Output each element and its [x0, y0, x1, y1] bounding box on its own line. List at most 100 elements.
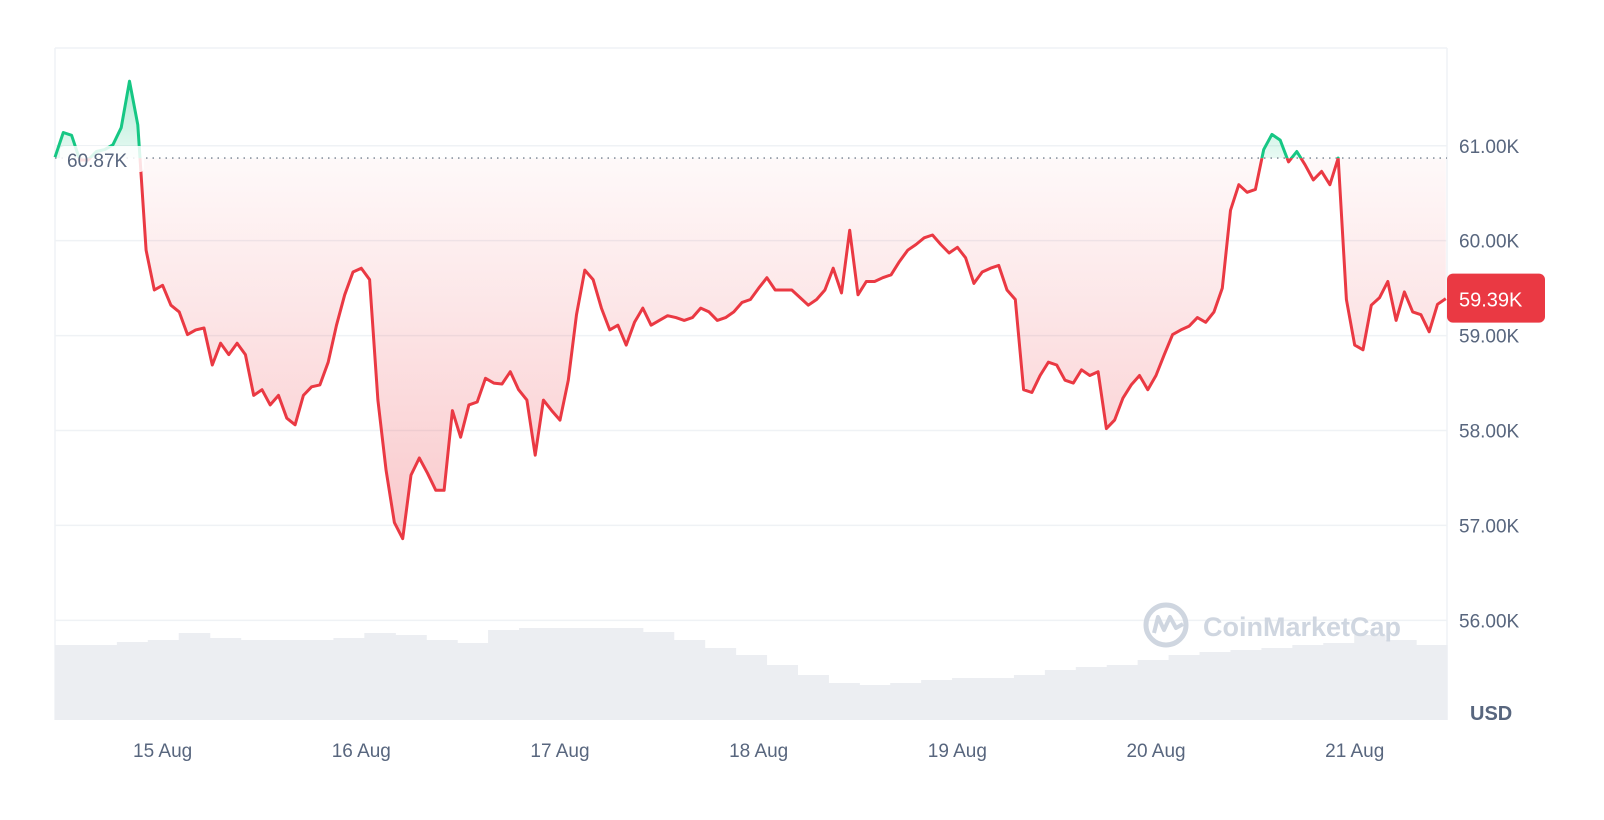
- price-point: [1195, 316, 1199, 320]
- volume-bar: [1230, 650, 1262, 720]
- watermark-text: CoinMarketCap: [1203, 612, 1401, 642]
- price-point: [483, 376, 487, 380]
- x-tick-label: 15 Aug: [133, 741, 192, 762]
- volume-bar: [1075, 667, 1108, 720]
- price-point: [541, 398, 545, 402]
- price-point: [434, 488, 438, 492]
- price-point: [401, 537, 405, 541]
- price-point: [1137, 373, 1141, 377]
- price-point: [566, 378, 570, 382]
- price-point: [1022, 388, 1026, 392]
- volume-bar: [1292, 645, 1324, 720]
- price-point: [575, 313, 579, 317]
- price-point: [310, 385, 314, 389]
- price-point: [1121, 396, 1125, 400]
- price-point: [616, 323, 620, 327]
- price-point: [1419, 313, 1423, 317]
- price-point: [1146, 388, 1150, 392]
- price-point: [409, 473, 413, 477]
- volume-bar: [1106, 665, 1139, 720]
- volume-bar: [673, 640, 706, 720]
- volume-bar: [364, 633, 396, 720]
- x-tick-label: 20 Aug: [1126, 741, 1185, 762]
- price-point: [1055, 363, 1059, 367]
- price-point: [608, 328, 612, 332]
- volume-bar: [797, 675, 829, 720]
- price-point: [268, 403, 272, 407]
- price-point: [765, 276, 769, 280]
- volume-bar: [1137, 660, 1170, 720]
- price-point: [1336, 156, 1340, 160]
- price-point: [906, 248, 910, 252]
- price-point: [931, 233, 935, 237]
- price-point: [624, 343, 628, 347]
- volume-bar: [611, 628, 644, 720]
- price-point: [1394, 318, 1398, 322]
- volume-bar: [921, 680, 953, 720]
- volume-bar: [1013, 675, 1046, 720]
- price-point: [790, 288, 794, 292]
- price-point: [376, 398, 380, 402]
- price-point: [707, 310, 711, 314]
- price-point: [1270, 132, 1274, 136]
- price-point: [732, 310, 736, 314]
- price-point: [997, 263, 1001, 267]
- price-point: [649, 323, 653, 327]
- price-point: [1113, 418, 1117, 422]
- x-tick-label: 17 Aug: [530, 741, 589, 762]
- price-point: [1286, 160, 1290, 164]
- price-point: [392, 521, 396, 525]
- volume-bar: [147, 640, 180, 720]
- price-point: [798, 296, 802, 300]
- y-tick-label: 60.00K: [1459, 232, 1520, 253]
- price-point: [334, 323, 338, 327]
- y-tick-label: 58.00K: [1459, 422, 1520, 443]
- price-point: [1245, 190, 1249, 194]
- volume-bar: [828, 683, 860, 720]
- volume-bar: [55, 645, 87, 720]
- x-tick-label: 16 Aug: [332, 741, 391, 762]
- price-point: [1204, 320, 1208, 324]
- price-point: [922, 236, 926, 240]
- price-point: [1005, 288, 1009, 292]
- volume-bar: [1044, 670, 1077, 720]
- y-tick-label: 56.00K: [1459, 611, 1520, 632]
- price-point: [674, 316, 678, 320]
- volume-bar: [519, 628, 551, 720]
- price-point: [1328, 183, 1332, 187]
- coinmarketcap-logo-icon: [1143, 602, 1189, 648]
- price-point: [881, 276, 885, 280]
- price-point: [136, 123, 140, 127]
- current-price-label: 59.39K: [1459, 290, 1523, 312]
- price-point: [1411, 310, 1415, 314]
- price-point: [525, 398, 529, 402]
- price-point: [955, 245, 959, 249]
- price-point: [740, 300, 744, 304]
- reference-value-label: 60.87K: [67, 151, 128, 172]
- price-point: [459, 435, 463, 439]
- price-point: [53, 155, 57, 159]
- price-point: [558, 418, 562, 422]
- price-point: [848, 228, 852, 232]
- price-point: [632, 320, 636, 324]
- volume-bar: [426, 640, 458, 720]
- price-point: [1046, 360, 1050, 364]
- price-point: [823, 288, 827, 292]
- price-point: [442, 488, 446, 492]
- price-point: [748, 298, 752, 302]
- price-point: [1179, 328, 1183, 332]
- currency-label: USD: [1470, 703, 1512, 725]
- price-point: [591, 278, 595, 282]
- price-point: [359, 266, 363, 270]
- price-point: [467, 403, 471, 407]
- price-point: [724, 316, 728, 320]
- price-point: [517, 388, 521, 392]
- price-point: [533, 453, 537, 457]
- y-tick-label: 61.00K: [1459, 137, 1520, 158]
- price-point: [815, 298, 819, 302]
- price-point: [1229, 208, 1233, 212]
- volume-bar: [209, 638, 242, 720]
- price-point: [508, 370, 512, 374]
- volume-bar: [1261, 648, 1293, 720]
- price-point: [583, 268, 587, 272]
